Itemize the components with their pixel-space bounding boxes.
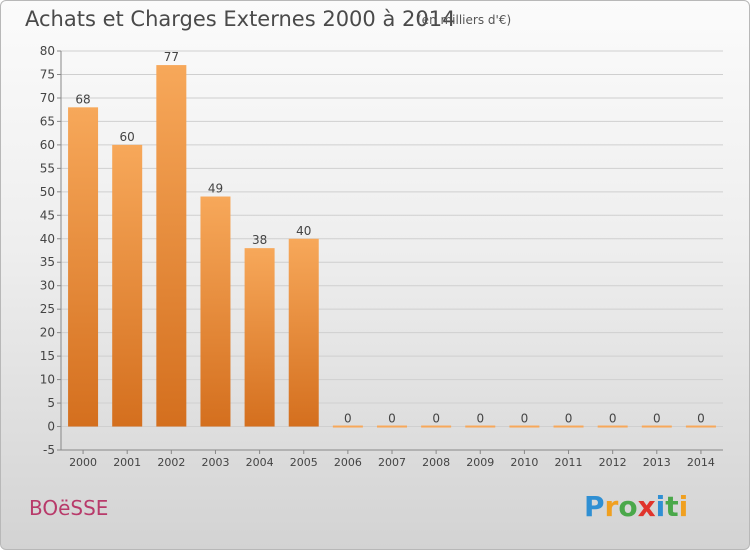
logo-letter: i [655,490,666,523]
y-tick-label: 40 [40,232,55,246]
bar-2007 [377,425,407,428]
data-label-2000: 68 [75,92,90,106]
data-label-2014: 0 [697,412,705,426]
x-tick-label-2003: 2003 [201,456,229,469]
y-tick-label: 35 [40,255,55,269]
bar-2004 [244,248,275,427]
logo-letter: t [665,490,679,523]
x-tick-label-2014: 2014 [687,456,715,469]
chart-subtitle: (en milliers d'€) [417,13,512,27]
data-label-2007: 0 [388,412,396,426]
x-tick-label-2002: 2002 [157,456,185,469]
data-label-2001: 60 [120,130,135,144]
data-label-2008: 0 [432,412,440,426]
x-tick-label-2011: 2011 [555,456,583,469]
bar-2001 [112,144,143,427]
y-tick-label: 75 [40,67,55,81]
bar-2010 [509,425,540,428]
data-label-2002: 77 [164,50,179,64]
axes: -5 0 5 10 15 20 25 30 35 40 45 50 55 60 65 70 75 80 2000 20… [40,44,723,469]
x-tick-label-2006: 2006 [334,456,362,469]
bar-2000 [68,107,99,427]
data-label-2012: 0 [609,412,617,426]
y-tick-label: 15 [40,349,55,363]
x-tick-label-2004: 2004 [246,456,274,469]
bar-2011 [553,425,584,428]
y-tick-label: 10 [40,373,55,387]
data-label-2010: 0 [521,412,529,426]
y-tick-label: 60 [40,138,55,152]
bar-2002 [156,65,187,427]
logo-letter: i [678,490,689,523]
chart-title: Achats et Charges Externes 2000 à 2014 [25,7,456,31]
x-tick-label-2001: 2001 [113,456,141,469]
y-tick-label: 45 [40,208,55,222]
y-tick-label: 30 [40,279,55,293]
data-labels: 68 60 77 49 38 40 0 0 0 0 0 0 0 0 0 [75,50,704,425]
bar-2003 [200,196,231,427]
commune-name: BOëSSE [29,496,109,520]
data-label-2013: 0 [653,412,661,426]
x-tick-label-2008: 2008 [422,456,450,469]
x-tick-label-2000: 2000 [69,456,97,469]
logo-letter: x [637,490,656,523]
y-tick-label: 70 [40,91,55,105]
data-label-2011: 0 [565,412,573,426]
data-label-2003: 49 [208,182,223,196]
bar-2008 [421,425,452,428]
y-tick-label: 5 [47,396,55,410]
logo-letter: P [584,490,605,523]
x-tick-label-2010: 2010 [510,456,538,469]
data-label-2009: 0 [476,412,484,426]
bar-2006 [332,425,363,428]
y-tick-label: 0 [47,420,55,434]
y-tick-label: 65 [40,114,55,128]
y-tick-label: 50 [40,185,55,199]
bars [68,65,716,428]
bar-2014 [685,425,716,428]
y-tick-label: -5 [43,443,55,457]
data-label-2004: 38 [252,233,267,247]
data-label-2006: 0 [344,412,352,426]
y-tick-label: 25 [40,302,55,316]
y-tick-label: 55 [40,161,55,175]
bar-2012 [597,425,628,428]
y-tick-label: 80 [40,44,55,58]
data-label-2005: 40 [296,224,311,238]
x-tick-label-2007: 2007 [378,456,406,469]
bar-2009 [465,425,496,428]
y-tick-label: 20 [40,326,55,340]
logo-letter: r [604,490,619,523]
bar-2005 [288,238,319,427]
x-tick-label-2009: 2009 [466,456,494,469]
proxiti-logo[interactable]: Proxiti [584,490,688,523]
logo-letter: o [618,490,638,523]
bar-2013 [641,425,672,428]
x-tick-label-2005: 2005 [290,456,318,469]
x-tick-label-2013: 2013 [643,456,671,469]
x-tick-label-2012: 2012 [599,456,627,469]
